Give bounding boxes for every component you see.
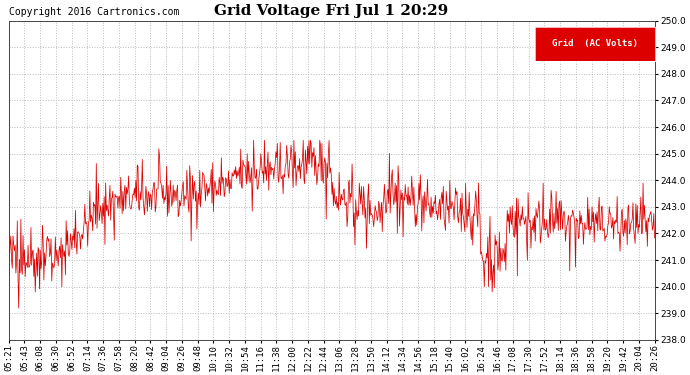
Title: Grid Voltage Fri Jul 1 20:29: Grid Voltage Fri Jul 1 20:29 [215,4,448,18]
Text: Copyright 2016 Cartronics.com: Copyright 2016 Cartronics.com [9,7,179,17]
